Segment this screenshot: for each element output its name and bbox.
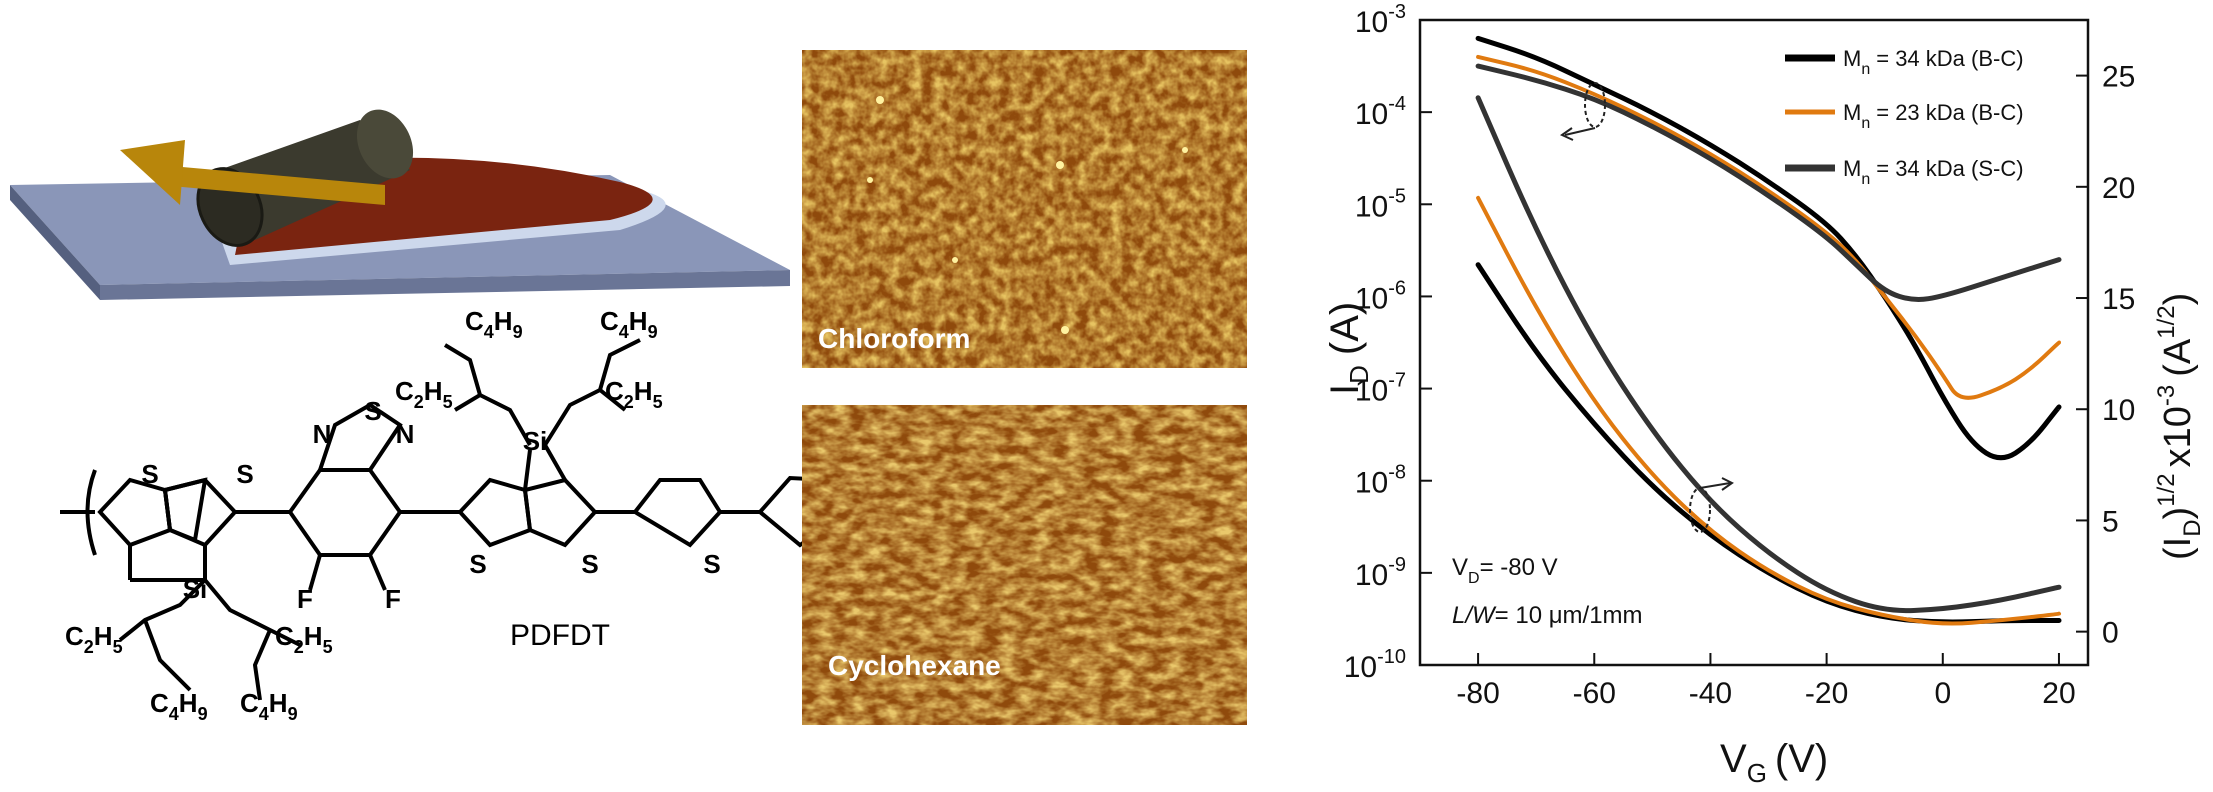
series-line-1 <box>1476 54 2061 400</box>
atom-N: N <box>396 419 415 449</box>
y-axis-right-title: (ID)1/2x10-3(A1/2) <box>2153 293 2206 560</box>
chain-label: C2H5 <box>65 621 123 657</box>
chain-label: C4H9 <box>150 688 208 724</box>
polymer-name: PDFDT <box>510 619 610 652</box>
chain-label: C2H5 <box>395 376 453 412</box>
y-right-tick-label: 10 <box>2102 394 2135 427</box>
left-axis-marker <box>1559 82 1606 141</box>
y-left-tick-label: 10-9 <box>1355 554 1406 592</box>
right-axis-marker <box>1689 477 1734 533</box>
atom-S: S <box>703 549 720 579</box>
substrate-side <box>10 185 100 300</box>
legend-label-1: Mn = 23 kDa (B-C) <box>1843 100 2024 132</box>
x-axis: -80 -60 -40 -20 0 20 <box>1456 653 2076 710</box>
series-line-0 <box>1475 35 2062 461</box>
legend-label-2: Mn = 34 kDa (S-C) <box>1843 156 2024 188</box>
x-tick-label: 20 <box>2042 677 2075 710</box>
series-line-4 <box>1476 195 2061 626</box>
atom-F: F <box>297 584 313 614</box>
chain-label: C4H9 <box>240 688 298 724</box>
atom-S: S <box>469 549 486 579</box>
afm-image-cyclohexane: Cyclohexane <box>802 405 1247 725</box>
chain-label: C2H5 <box>275 621 333 657</box>
y-left-tick-label: 10-8 <box>1355 462 1406 500</box>
substrate-front <box>100 270 790 300</box>
atom-S: S <box>581 549 598 579</box>
chain-label: C4H9 <box>465 306 523 342</box>
afm-label-chloroform: Chloroform <box>818 323 970 354</box>
y-left-tick-label: 10-10 <box>1344 646 1406 684</box>
atom-S: S <box>141 459 158 489</box>
x-tick-label: 0 <box>1934 677 1951 710</box>
series-layer <box>1475 35 2062 626</box>
atom-F: F <box>385 584 401 614</box>
legend-label-0: Mn = 34 kDa (B-C) <box>1843 46 2024 78</box>
afm-label-cyclohexane: Cyclohexane <box>828 650 1001 681</box>
x-tick-label: -60 <box>1573 677 1616 710</box>
y-right-tick-label: 20 <box>2102 172 2135 205</box>
y-left-tick-label: 10-6 <box>1355 277 1406 315</box>
chain-label: C2H5 <box>605 376 663 412</box>
atom-Si: Si <box>183 574 208 604</box>
series-line-2 <box>1475 63 2062 302</box>
chain-label: C4H9 <box>600 306 658 342</box>
atom-N: N <box>313 419 332 449</box>
y-left-tick-label: 10-7 <box>1355 370 1406 408</box>
atom-Si: Si <box>523 426 548 456</box>
y-axis-right: 0 5 10 15 20 25 <box>2076 61 2135 650</box>
atom-S: S <box>236 459 253 489</box>
y-left-tick-label: 10-3 <box>1355 1 1406 39</box>
x-tick-label: -40 <box>1689 677 1732 710</box>
series-line-5 <box>1475 95 2062 614</box>
y-left-tick-label: 10-5 <box>1355 185 1406 223</box>
x-axis-title: VG (V) <box>1720 737 1828 788</box>
annotation-vd: VD= -80 V <box>1452 554 1558 587</box>
roll-coating-illustration <box>10 109 790 300</box>
y-right-tick-label: 5 <box>2102 505 2119 538</box>
y-axis-left-title: ID(A) <box>1323 302 1374 395</box>
y-right-tick-label: 25 <box>2102 61 2135 94</box>
y-right-tick-label: 0 <box>2102 617 2119 650</box>
structure-atom-labels: S S Si N S N F F S Si S S S C4H9 C4H9 C2… <box>65 306 829 724</box>
x-tick-label: -80 <box>1456 677 1499 710</box>
atom-S: S <box>364 396 381 426</box>
afm-image-chloroform: Chloroform <box>802 50 1247 368</box>
y-left-tick-label: 10-4 <box>1355 93 1406 131</box>
legend: Mn = 34 kDa (B-C) Mn = 23 kDa (B-C) Mn = 34… <box>1785 46 2024 188</box>
direction-arrow <box>120 140 385 205</box>
plot-frame <box>1418 18 2090 667</box>
x-tick-label: -20 <box>1805 677 1848 710</box>
transfer-chart: -80 -60 -40 -20 0 20 10-1010-910-810-710-610-… <box>1323 1 2206 788</box>
y-axis-left: 10-10 10-9 10-8 10-7 10-6 10-5 10-4 10-3 <box>1344 1 1432 684</box>
annotation-lw: L/W= 10 μm/1mm <box>1452 602 1643 629</box>
y-right-tick-label: 15 <box>2102 283 2135 316</box>
